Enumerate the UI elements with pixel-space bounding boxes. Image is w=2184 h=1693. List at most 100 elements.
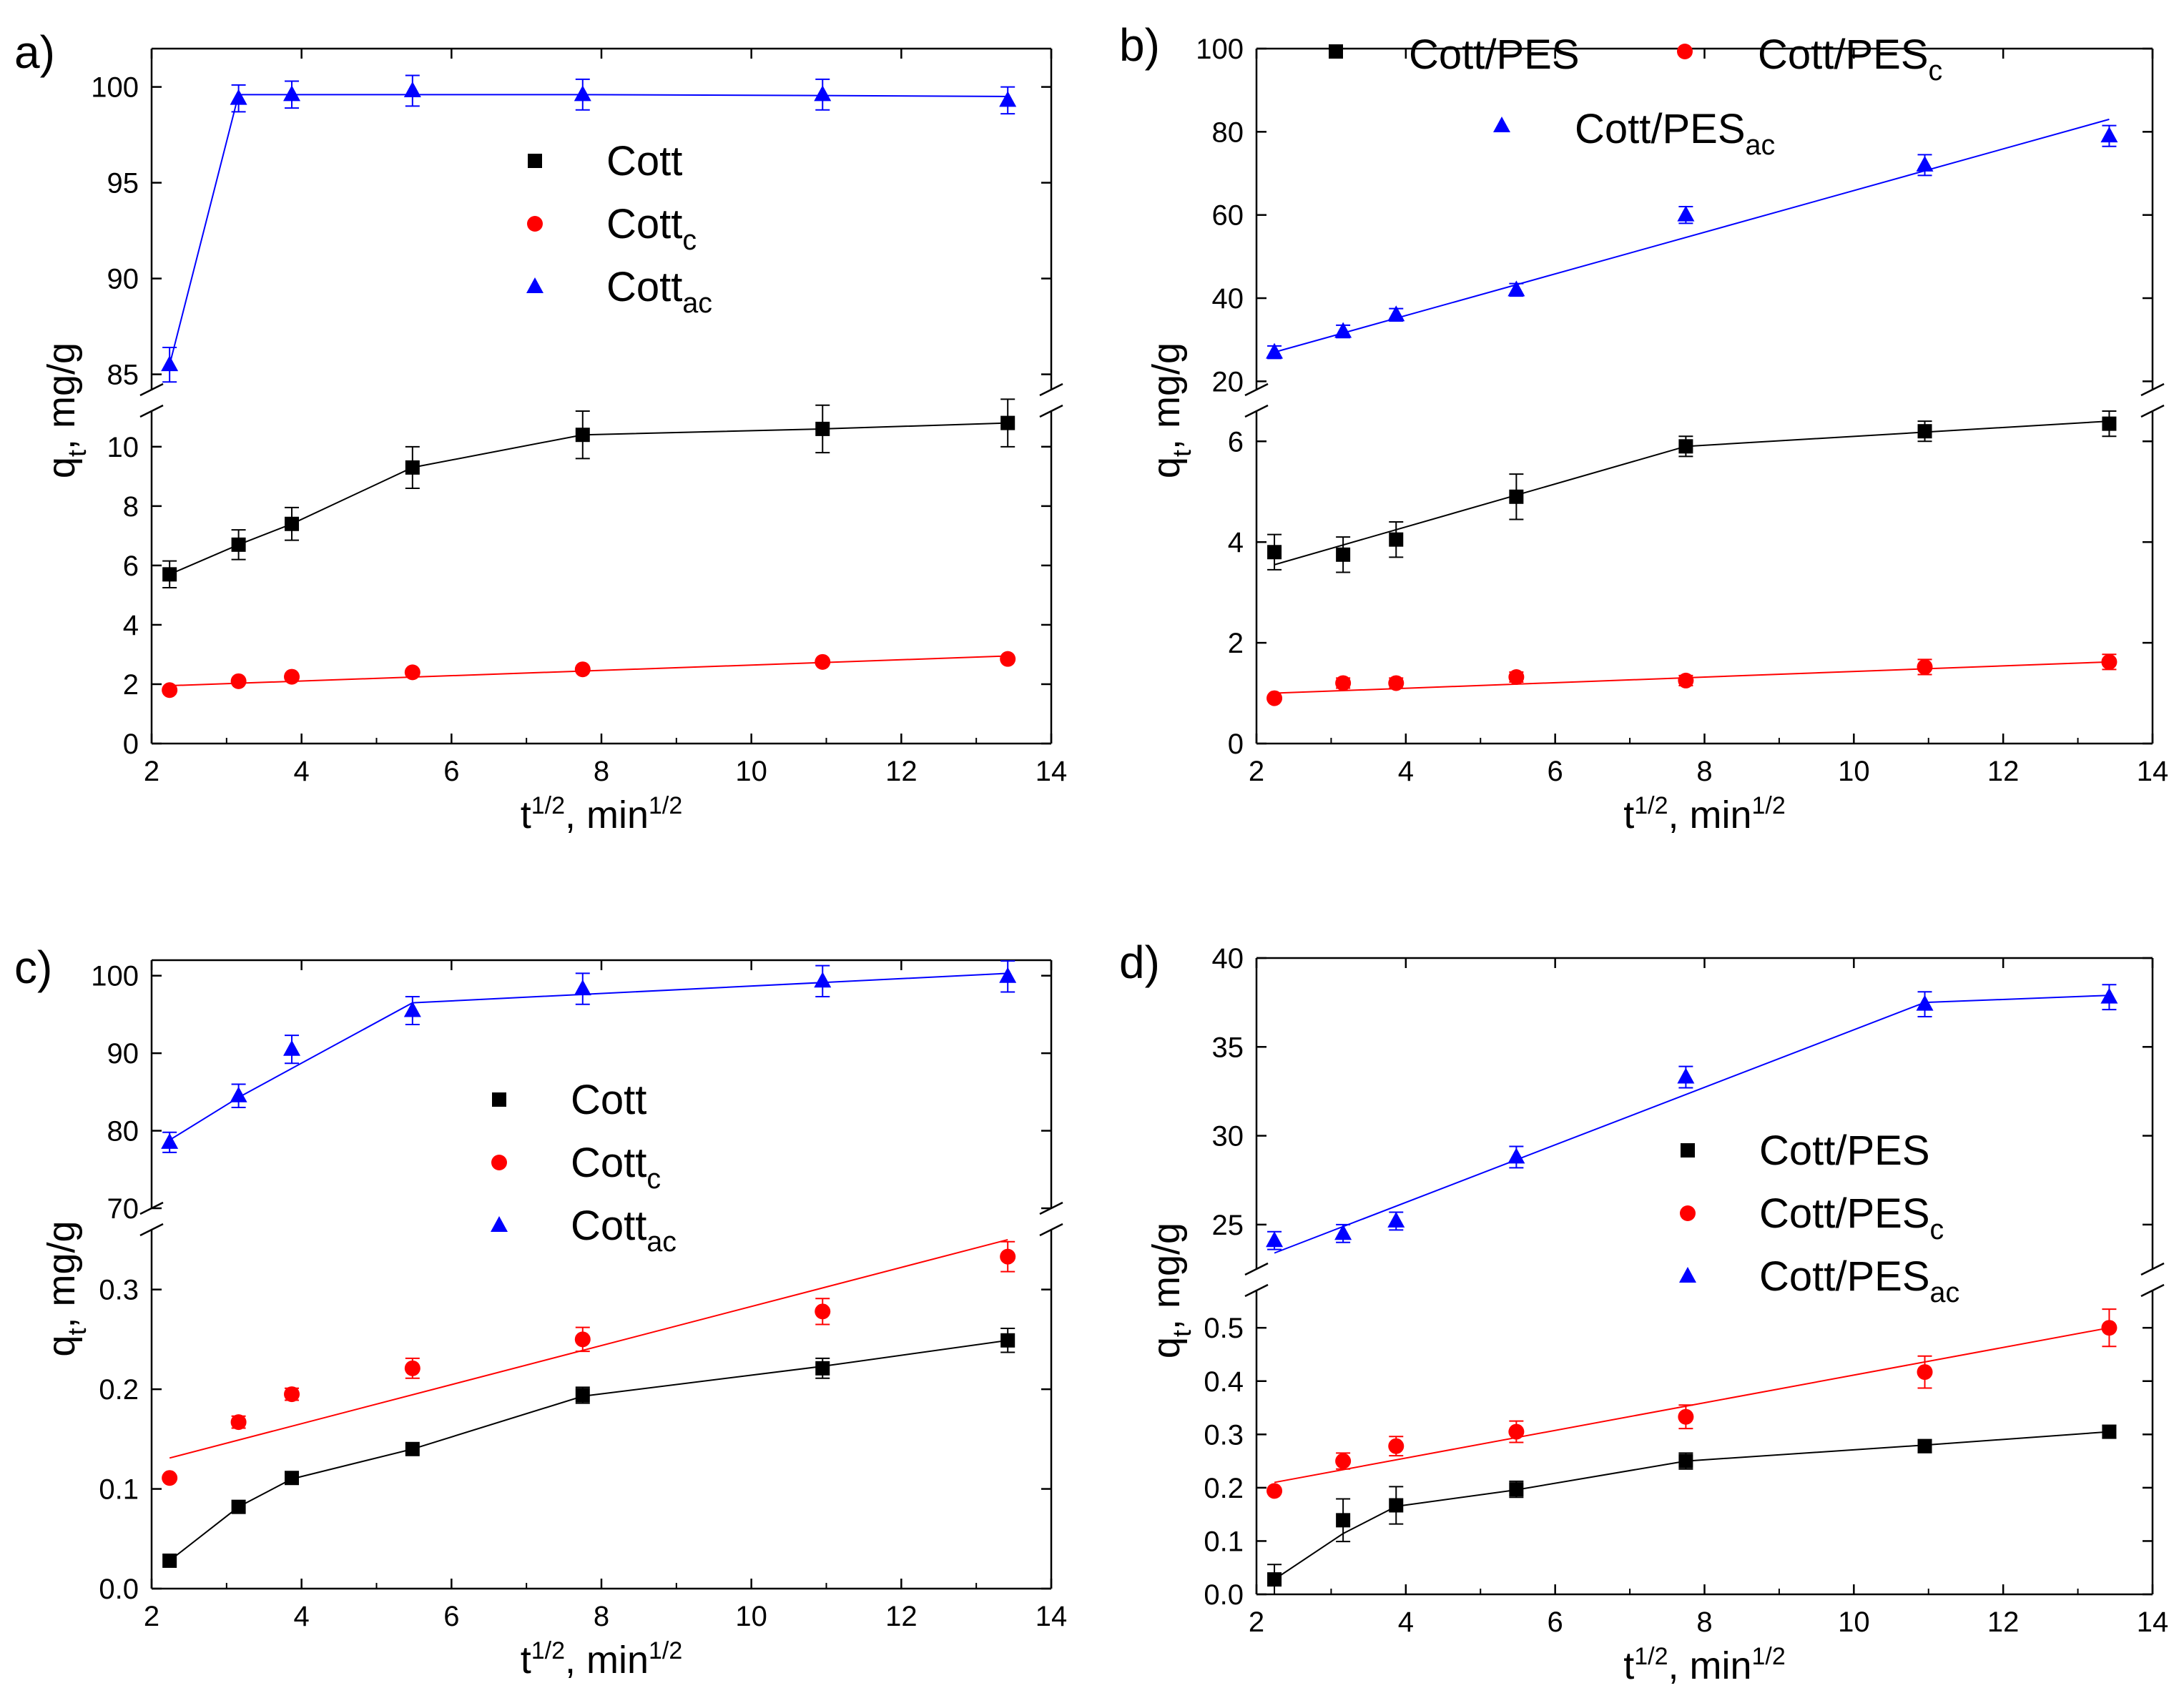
data-point xyxy=(574,979,591,996)
y-tick-lower-label: 6 xyxy=(123,551,139,582)
data-point xyxy=(161,1132,179,1149)
x-tick-label: 14 xyxy=(1036,756,1068,787)
data-point xyxy=(1917,658,1933,675)
y-tick-upper-label: 25 xyxy=(1212,1210,1244,1241)
legend-marker xyxy=(1679,1267,1696,1283)
x-tick-label: 4 xyxy=(1398,756,1414,787)
data-point xyxy=(2102,416,2117,431)
y-tick-upper-label: 35 xyxy=(1212,1032,1244,1063)
x-axis-label: t1/2, min1/2 xyxy=(521,792,683,836)
x-tick-label: 12 xyxy=(885,756,918,787)
x-tick-label: 10 xyxy=(1838,1606,1870,1638)
y-tick-lower-label: 0.2 xyxy=(1204,1473,1244,1504)
x-tick-label: 6 xyxy=(443,1601,459,1632)
data-point xyxy=(815,421,830,436)
series-3 xyxy=(1266,984,2118,1254)
legend-label: Cott/PESc xyxy=(1758,31,1942,87)
data-point xyxy=(999,967,1017,983)
data-point xyxy=(1678,439,1693,454)
legend-label: Cott/PES xyxy=(1409,31,1580,78)
data-point xyxy=(283,85,301,102)
data-point xyxy=(1266,1231,1284,1248)
y-tick-lower-label: 0.2 xyxy=(99,1374,139,1406)
data-point xyxy=(814,972,832,988)
legend-label: Cott xyxy=(606,138,682,184)
y-axis-label: qt, mg/g xyxy=(1145,342,1196,478)
data-point xyxy=(162,567,177,582)
y-tick-upper-label: 70 xyxy=(107,1193,139,1225)
data-point xyxy=(1916,994,1934,1011)
legend-marker xyxy=(1677,44,1693,59)
fit-line xyxy=(1274,118,2110,353)
legend: Cott/PES Cott/PESc Cott/PESac xyxy=(1679,1127,1959,1308)
data-point xyxy=(1509,489,1524,504)
y-axis-label: qt, mg/g xyxy=(40,1220,92,1356)
data-point xyxy=(285,516,300,531)
y-tick-upper-label: 40 xyxy=(1212,283,1244,315)
y-tick-lower-label: 10 xyxy=(107,432,139,463)
data-point xyxy=(405,1441,420,1456)
data-point xyxy=(405,460,420,475)
x-tick-label: 14 xyxy=(2137,756,2169,787)
legend-label: Cottc xyxy=(571,1140,661,1195)
x-tick-label: 2 xyxy=(1249,1606,1264,1638)
data-point xyxy=(1388,675,1405,691)
legend-marker xyxy=(491,1155,507,1170)
data-point xyxy=(230,89,247,105)
data-point xyxy=(575,1388,590,1403)
y-tick-upper-label: 100 xyxy=(91,961,139,992)
data-point xyxy=(1334,1224,1352,1240)
data-point xyxy=(403,1001,421,1017)
data-point xyxy=(1000,651,1016,667)
fit-line xyxy=(169,972,1008,1141)
data-point xyxy=(815,1303,831,1320)
data-point xyxy=(285,1471,300,1486)
series-2 xyxy=(1266,653,2117,706)
legend-marker xyxy=(1680,1205,1696,1221)
chart-panel-4: d) 2 4 6 8 10 12 14 0.0 0.1 0.2 0.3 0.4 0.5 25 30 35 40 t1… xyxy=(1119,937,2168,1687)
data-point xyxy=(1917,1438,1932,1453)
data-point xyxy=(1388,1438,1405,1454)
x-axis-label: t1/2, min1/2 xyxy=(1623,1643,1786,1687)
legend-marker xyxy=(528,154,542,168)
data-point xyxy=(1335,675,1352,691)
data-point xyxy=(1677,205,1695,222)
axis-break-mark xyxy=(2140,1262,2165,1276)
y-tick-upper-label: 95 xyxy=(107,168,139,199)
x-tick-label: 2 xyxy=(1249,756,1264,787)
data-point xyxy=(1000,1333,1015,1348)
data-point xyxy=(1266,342,1284,359)
y-tick-lower-label: 4 xyxy=(1228,527,1244,558)
data-point xyxy=(2100,127,2118,143)
data-point xyxy=(999,91,1017,107)
axis-break-mark xyxy=(1039,404,1063,418)
data-point xyxy=(1336,547,1351,562)
x-tick-label: 14 xyxy=(2137,1606,2169,1638)
legend-marker xyxy=(491,1216,508,1232)
data-point xyxy=(1678,1453,1693,1469)
series-1 xyxy=(162,398,1015,589)
data-point xyxy=(574,1331,591,1348)
y-tick-upper-label: 20 xyxy=(1212,366,1244,398)
y-tick-lower-label: 0.0 xyxy=(99,1574,139,1605)
axis-break-mark xyxy=(139,382,164,397)
legend-label: Cott xyxy=(571,1077,646,1123)
axis-break-mark xyxy=(1244,1262,1269,1276)
series-1 xyxy=(1267,410,2117,573)
x-tick-label: 8 xyxy=(594,756,609,787)
legend-label: Cottc xyxy=(606,201,697,256)
y-tick-upper-label: 80 xyxy=(107,1116,139,1147)
axis-break-mark xyxy=(139,1223,164,1237)
legend: Cott Cottc Cottac xyxy=(526,138,712,319)
x-tick-label: 2 xyxy=(144,1601,159,1632)
x-tick-label: 6 xyxy=(443,756,459,787)
data-point xyxy=(1000,1248,1016,1265)
x-axis-label: t1/2, min1/2 xyxy=(521,1637,683,1682)
y-tick-upper-label: 85 xyxy=(107,360,139,391)
data-point xyxy=(1387,1211,1405,1228)
y-tick-upper-label: 60 xyxy=(1212,200,1244,232)
data-point xyxy=(1507,1147,1525,1164)
data-point xyxy=(1917,424,1932,439)
